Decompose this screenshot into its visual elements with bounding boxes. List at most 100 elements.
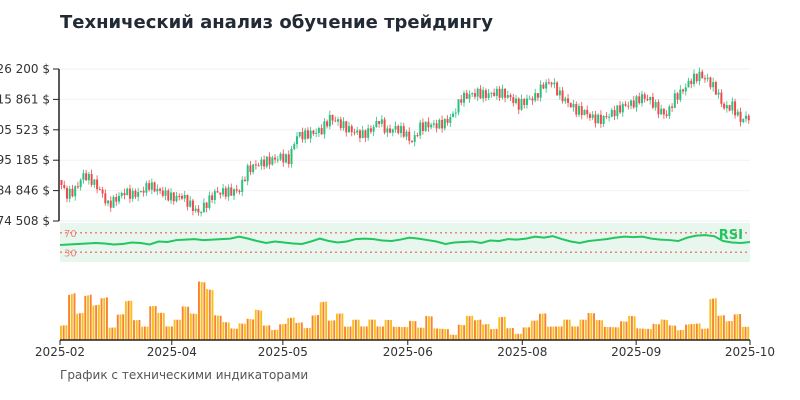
volume-bar <box>81 312 84 340</box>
candle-body <box>216 191 219 193</box>
volume-bar <box>552 326 555 340</box>
volume-bar <box>92 305 95 340</box>
candle-body <box>200 212 203 214</box>
candle-body <box>599 114 602 124</box>
volume-bar <box>647 328 650 340</box>
volume-bar <box>728 321 731 340</box>
candle-body <box>334 120 337 122</box>
volume-bar <box>100 298 103 340</box>
volume-bar <box>341 313 344 340</box>
candle-body <box>224 188 227 197</box>
volume-bar <box>354 319 357 340</box>
volume-bar <box>246 318 249 340</box>
volume-bar <box>503 316 506 340</box>
volume-bar <box>438 328 441 340</box>
volume-bar <box>290 317 292 340</box>
candle-body <box>172 192 175 202</box>
candle-body <box>493 92 496 96</box>
candle-body <box>104 193 107 204</box>
candle-body <box>287 154 290 165</box>
candle-body <box>400 126 403 134</box>
candle-body <box>257 165 260 167</box>
volume-bar <box>476 319 479 340</box>
x-tick-label: 2025-06 <box>383 345 433 359</box>
candle-body <box>98 189 101 191</box>
candle-body <box>605 115 608 118</box>
candle-body <box>682 89 685 92</box>
volume-bar <box>60 325 62 340</box>
volume-bar <box>165 326 168 340</box>
candle-body <box>339 119 342 129</box>
candle-body <box>276 159 279 161</box>
candle-body <box>482 90 485 99</box>
candle-body <box>515 98 518 104</box>
candle-body <box>145 183 148 193</box>
volume-bar <box>363 326 365 340</box>
candle-body <box>413 135 416 142</box>
volume-bar <box>390 319 393 340</box>
candle-body <box>602 115 605 124</box>
candle-body <box>342 121 345 129</box>
volume-bar <box>227 322 230 340</box>
candle-body <box>547 82 550 84</box>
volume-bar <box>181 306 184 340</box>
volume-bar <box>65 325 68 340</box>
volume-bar <box>295 322 298 340</box>
candle-body <box>501 88 504 98</box>
candle-body <box>180 196 183 199</box>
candle-body <box>383 119 386 133</box>
candle-body <box>640 94 643 104</box>
candle-body <box>159 188 162 191</box>
rsi-label: RSI <box>719 228 743 243</box>
volume-bar <box>636 328 639 340</box>
y-tick-label: 84 846 $ <box>0 184 50 198</box>
candle-body <box>90 173 93 185</box>
candle-body <box>156 188 159 192</box>
volume-bar <box>154 306 157 340</box>
candle-body <box>665 114 668 116</box>
candle-body <box>427 121 430 128</box>
volume-bar <box>189 313 192 340</box>
volume-bar <box>333 320 336 340</box>
candle-body <box>205 202 208 209</box>
volume-bar <box>587 313 590 340</box>
candle-body <box>211 195 214 200</box>
volume-bar <box>260 310 263 340</box>
candle-body <box>662 108 665 115</box>
candle-body <box>298 131 301 137</box>
candle-body <box>545 82 548 89</box>
candle-body <box>586 109 589 115</box>
candle-body <box>219 192 222 195</box>
candle-body <box>668 106 671 116</box>
candle-body <box>337 119 340 122</box>
candle-body <box>506 95 509 98</box>
volume-bar <box>89 294 92 340</box>
candle-body <box>93 179 96 185</box>
candle-body <box>178 195 181 197</box>
candle-body <box>550 82 553 85</box>
volume-bar <box>387 319 390 340</box>
candle-body <box>624 104 627 106</box>
volume-bar <box>303 328 306 340</box>
volume-bar <box>170 326 173 340</box>
volume-bar <box>382 326 384 340</box>
candle-body <box>435 123 438 129</box>
candle-body <box>361 130 364 139</box>
volume-bar <box>279 324 282 340</box>
candle-body <box>348 126 350 133</box>
candle-body <box>323 121 326 135</box>
candle-body <box>432 123 435 125</box>
candle-body <box>263 159 266 167</box>
volume-bar <box>479 319 482 340</box>
candle-body <box>282 153 285 163</box>
volume-bar <box>536 320 539 340</box>
volume-bar <box>425 315 428 340</box>
candle-body <box>386 128 389 133</box>
volume-bar <box>690 324 693 340</box>
candle-body <box>408 131 411 141</box>
candle-body <box>728 105 731 111</box>
candle-body <box>693 73 695 85</box>
volume-bar <box>392 326 395 340</box>
volume-bar <box>73 293 76 340</box>
candle-body <box>233 189 235 196</box>
